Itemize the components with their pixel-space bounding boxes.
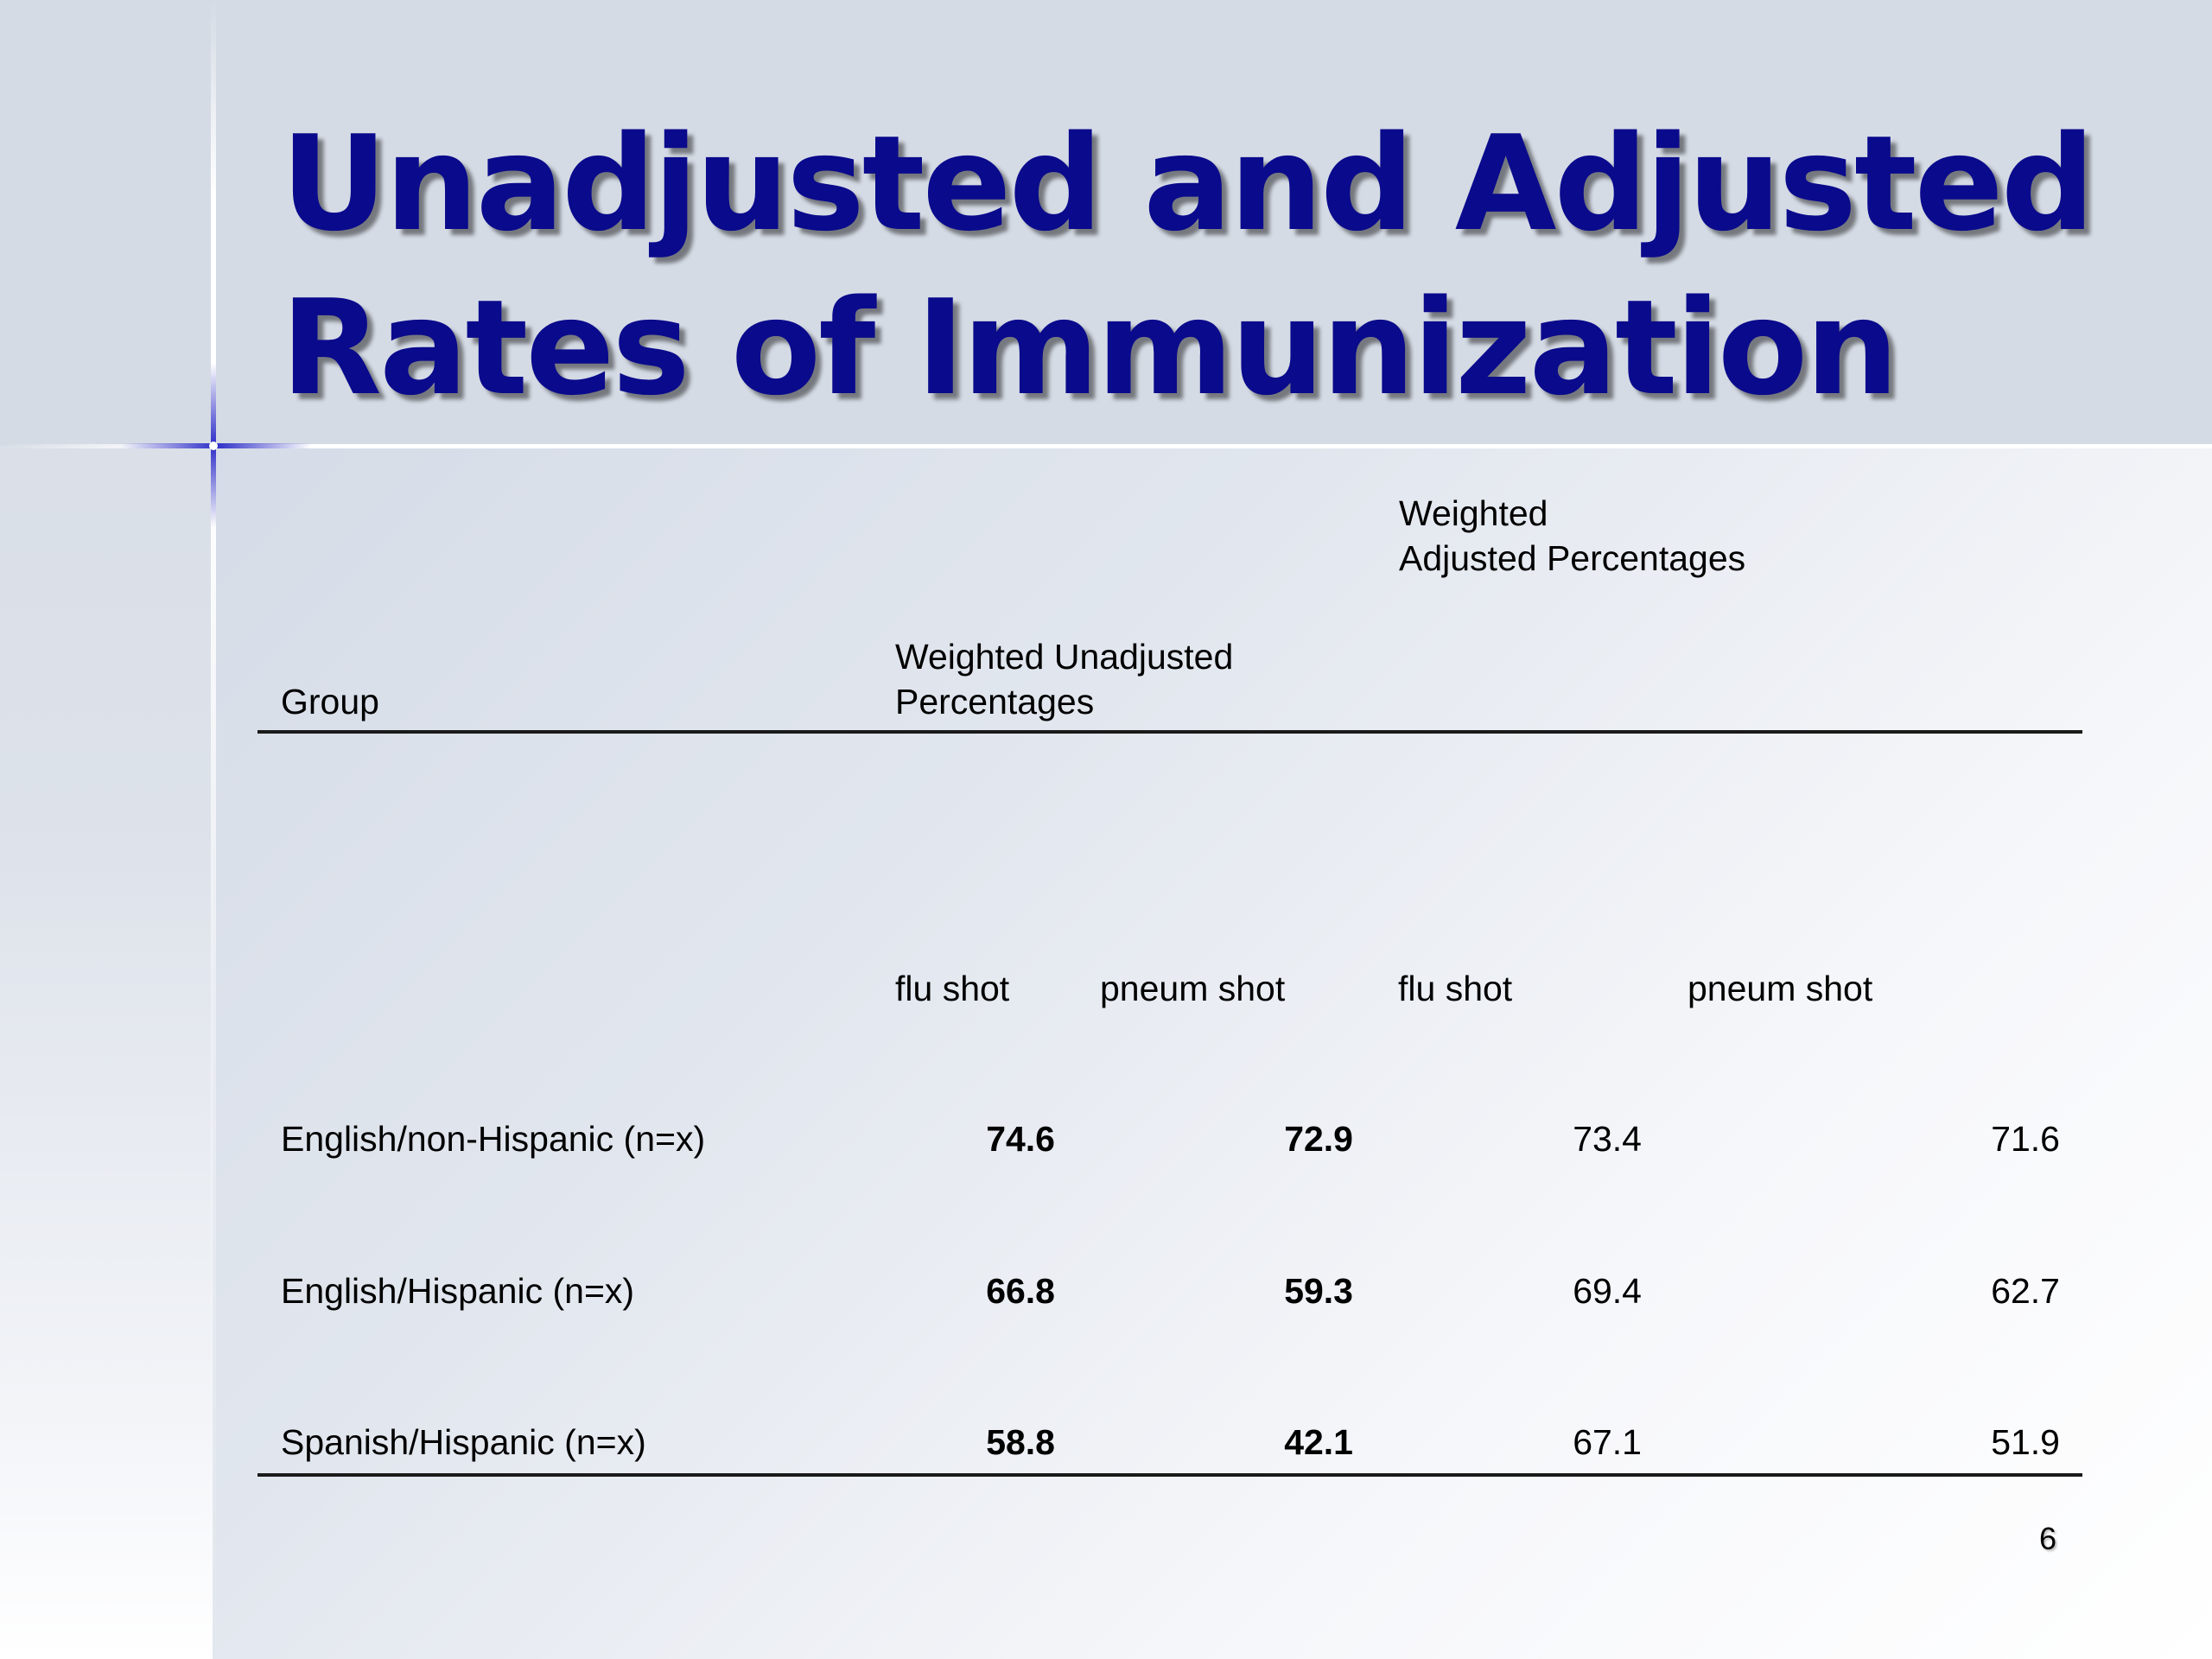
header-unadjusted-line-2: Percentages — [895, 682, 1095, 721]
subheader-adjusted-flu: flu shot — [1398, 969, 1513, 1008]
title-band — [0, 0, 2212, 446]
title-line-1: Unadjusted and Adjusted — [281, 107, 2095, 260]
row-2-unadjusted-flu: 66.8 — [986, 1271, 1055, 1311]
row-3-adjusted-flu: 67.1 — [1573, 1422, 1642, 1462]
header-group: Group — [281, 682, 379, 721]
row-1-group: English/non-Hispanic (n=x) — [281, 1119, 706, 1159]
subheader-unadjusted-pneum: pneum shot — [1100, 969, 1286, 1008]
table-header-rule — [257, 730, 2082, 734]
subheader-unadjusted-flu: flu shot — [895, 969, 1010, 1008]
row-2-adjusted-flu: 69.4 — [1573, 1271, 1642, 1311]
row-1-adjusted-pneum: 71.6 — [1991, 1119, 2060, 1159]
header-adjusted-line-1: Weighted — [1399, 493, 1548, 533]
row-3-group: Spanish/Hispanic (n=x) — [281, 1422, 646, 1462]
row-3-unadjusted-pneum: 42.1 — [1284, 1422, 1353, 1462]
row-1-unadjusted-pneum: 72.9 — [1284, 1119, 1353, 1159]
row-3-unadjusted-flu: 58.8 — [986, 1422, 1055, 1462]
vertical-accent-line — [211, 0, 216, 1659]
slide-title: Unadjusted and Adjusted Rates of Immuniz… — [281, 102, 2095, 430]
row-3-adjusted-pneum: 51.9 — [1991, 1422, 2060, 1462]
table-bottom-rule — [257, 1473, 2082, 1477]
header-unadjusted-line-1: Weighted Unadjusted — [895, 637, 1234, 677]
title-line-2: Rates of Immunization — [281, 271, 1899, 424]
row-1-adjusted-flu: 73.4 — [1573, 1119, 1642, 1159]
row-1-unadjusted-flu: 74.6 — [986, 1119, 1055, 1159]
row-2-unadjusted-pneum: 59.3 — [1284, 1271, 1353, 1311]
horizontal-accent-line — [0, 444, 2212, 448]
row-2-group: English/Hispanic (n=x) — [281, 1271, 635, 1311]
page-number: 6 — [2038, 1521, 2056, 1556]
row-2-adjusted-pneum: 62.7 — [1991, 1271, 2060, 1311]
star-sparkle-icon — [121, 363, 311, 527]
subheader-adjusted-pneum: pneum shot — [1688, 969, 1873, 1008]
header-adjusted-line-2: Adjusted Percentages — [1399, 538, 1746, 578]
